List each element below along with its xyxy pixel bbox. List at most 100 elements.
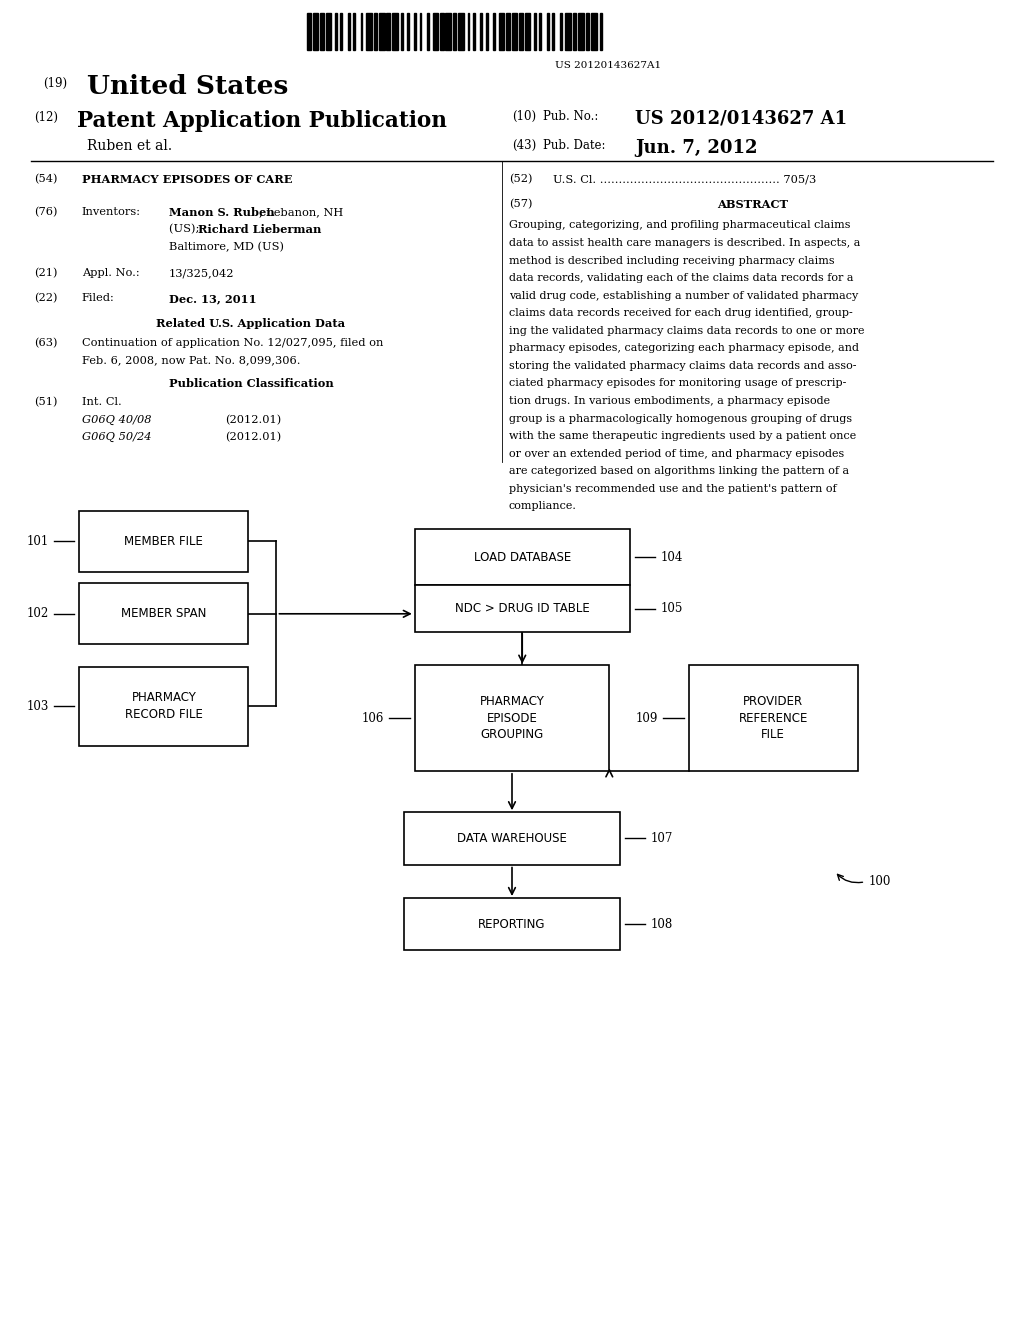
Bar: [524, 13, 530, 50]
Text: G06Q 50/24: G06Q 50/24: [82, 432, 152, 442]
Text: 103: 103: [27, 700, 49, 713]
Text: PHARMACY EPISODES OF CARE: PHARMACY EPISODES OF CARE: [82, 174, 293, 185]
Bar: [480, 13, 482, 50]
Bar: [591, 13, 597, 50]
Text: (43): (43): [512, 139, 537, 152]
Text: REPORTING: REPORTING: [478, 917, 546, 931]
Text: compliance.: compliance.: [509, 502, 577, 511]
Text: U.S. Cl. ................................................ 705/3: U.S. Cl. ...............................…: [553, 174, 816, 185]
Text: method is described including receiving pharmacy claims: method is described including receiving …: [509, 256, 835, 265]
Bar: [468, 13, 469, 50]
Bar: [486, 13, 487, 50]
Bar: [512, 13, 517, 50]
Text: (76): (76): [34, 207, 57, 218]
Text: 104: 104: [660, 550, 683, 564]
Bar: [473, 13, 475, 50]
Text: 108: 108: [650, 917, 673, 931]
Bar: [432, 13, 438, 50]
Text: ABSTRACT: ABSTRACT: [717, 199, 788, 210]
FancyBboxPatch shape: [415, 665, 609, 771]
Bar: [335, 13, 337, 50]
Text: PHARMACY
EPISODE
GROUPING: PHARMACY EPISODE GROUPING: [479, 696, 545, 741]
Text: United States: United States: [87, 74, 289, 99]
Bar: [360, 13, 362, 50]
Text: tion drugs. In various embodiments, a pharmacy episode: tion drugs. In various embodiments, a ph…: [509, 396, 830, 407]
Bar: [445, 13, 451, 50]
Text: (57): (57): [509, 199, 532, 210]
FancyBboxPatch shape: [415, 585, 630, 632]
Text: (19): (19): [43, 77, 68, 90]
Bar: [340, 13, 342, 50]
Bar: [572, 13, 577, 50]
Text: G06Q 40/08: G06Q 40/08: [82, 414, 152, 425]
Bar: [321, 13, 324, 50]
Text: (2012.01): (2012.01): [225, 432, 282, 442]
Text: Dec. 13, 2011: Dec. 13, 2011: [169, 293, 257, 304]
Text: 107: 107: [650, 832, 673, 845]
Text: pharmacy episodes, categorizing each pharmacy episode, and: pharmacy episodes, categorizing each pha…: [509, 343, 859, 354]
Bar: [494, 13, 496, 50]
Text: Related U.S. Application Data: Related U.S. Application Data: [157, 318, 345, 329]
Bar: [506, 13, 510, 50]
Text: (12): (12): [34, 111, 57, 124]
Text: (2012.01): (2012.01): [225, 414, 282, 425]
Text: US 20120143627A1: US 20120143627A1: [555, 61, 662, 70]
FancyBboxPatch shape: [404, 812, 620, 865]
Text: DATA WAREHOUSE: DATA WAREHOUSE: [457, 832, 567, 845]
Text: Filed:: Filed:: [82, 293, 115, 304]
Bar: [312, 13, 318, 50]
Bar: [374, 13, 377, 50]
Text: with the same therapeutic ingredients used by a patient once: with the same therapeutic ingredients us…: [509, 432, 856, 441]
Text: 106: 106: [361, 711, 384, 725]
Bar: [499, 13, 505, 50]
FancyBboxPatch shape: [404, 898, 620, 950]
Text: , Lebanon, NH: , Lebanon, NH: [259, 207, 343, 218]
Text: Inventors:: Inventors:: [82, 207, 141, 218]
Text: 13/325,042: 13/325,042: [169, 268, 234, 279]
Text: Manon S. Ruben: Manon S. Ruben: [169, 207, 274, 218]
Bar: [519, 13, 523, 50]
Bar: [326, 13, 331, 50]
Bar: [586, 13, 589, 50]
FancyBboxPatch shape: [415, 529, 630, 585]
Text: PHARMACY
RECORD FILE: PHARMACY RECORD FILE: [125, 692, 203, 721]
Bar: [440, 13, 443, 50]
Text: Continuation of application No. 12/027,095, filed on: Continuation of application No. 12/027,0…: [82, 338, 383, 348]
Bar: [407, 13, 409, 50]
Bar: [348, 13, 349, 50]
Text: or over an extended period of time, and pharmacy episodes: or over an extended period of time, and …: [509, 449, 844, 458]
Bar: [547, 13, 549, 50]
FancyBboxPatch shape: [688, 665, 858, 771]
Bar: [392, 13, 397, 50]
Bar: [579, 13, 584, 50]
Text: Appl. No.:: Appl. No.:: [82, 268, 139, 279]
Bar: [534, 13, 536, 50]
Text: Ruben et al.: Ruben et al.: [87, 139, 172, 153]
Text: physician's recommended use and the patient's pattern of: physician's recommended use and the pati…: [509, 484, 837, 494]
FancyBboxPatch shape: [80, 583, 248, 644]
Text: (21): (21): [34, 268, 57, 279]
Text: group is a pharmacologically homogenous grouping of drugs: group is a pharmacologically homogenous …: [509, 413, 852, 424]
Text: (US);: (US);: [169, 224, 203, 235]
Text: MEMBER SPAN: MEMBER SPAN: [121, 607, 207, 620]
Text: ing the validated pharmacy claims data records to one or more: ing the validated pharmacy claims data r…: [509, 326, 864, 335]
Text: (52): (52): [509, 174, 532, 185]
Bar: [552, 13, 554, 50]
Text: NDC > DRUG ID TABLE: NDC > DRUG ID TABLE: [455, 602, 590, 615]
Text: Publication Classification: Publication Classification: [169, 378, 333, 388]
Text: (22): (22): [34, 293, 57, 304]
Text: Grouping, categorizing, and profiling pharmaceutical claims: Grouping, categorizing, and profiling ph…: [509, 220, 850, 231]
Text: Pub. No.:: Pub. No.:: [543, 110, 598, 123]
Text: LOAD DATABASE: LOAD DATABASE: [474, 550, 570, 564]
Text: (54): (54): [34, 174, 57, 185]
FancyBboxPatch shape: [80, 511, 248, 572]
Bar: [307, 13, 311, 50]
Bar: [565, 13, 570, 50]
Text: Baltimore, MD (US): Baltimore, MD (US): [169, 242, 284, 252]
Text: data to assist health care managers is described. In aspects, a: data to assist health care managers is d…: [509, 238, 860, 248]
Bar: [453, 13, 457, 50]
Bar: [414, 13, 416, 50]
Text: Feb. 6, 2008, now Pat. No. 8,099,306.: Feb. 6, 2008, now Pat. No. 8,099,306.: [82, 355, 300, 366]
Bar: [401, 13, 403, 50]
Bar: [420, 13, 422, 50]
